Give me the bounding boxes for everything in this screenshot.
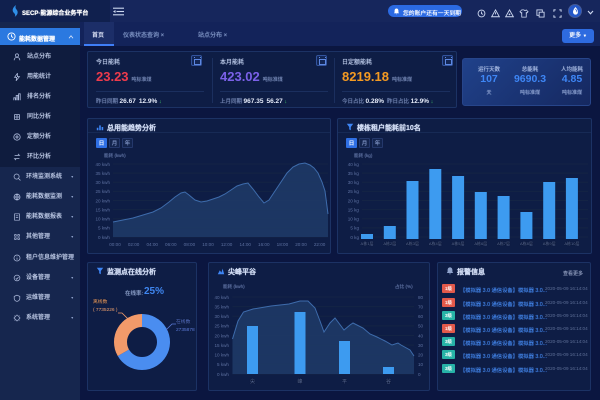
svg-text:10 kg: 10 kg	[348, 217, 360, 222]
svg-text:A栋8层: A栋8层	[520, 240, 533, 246]
svg-text:10:00: 10:00	[202, 242, 214, 247]
svg-text:70: 70	[418, 304, 424, 309]
svg-text:A栋1层: A栋1层	[361, 240, 374, 246]
svg-text:25 kg: 25 kg	[348, 189, 360, 194]
svg-text:离线数: 离线数	[93, 298, 108, 305]
svg-text:22:00: 22:00	[314, 242, 326, 247]
svg-text:( 7735226 ): ( 7735226 )	[93, 307, 118, 313]
svg-text:A栋6层: A栋6层	[474, 240, 487, 246]
svg-text:A栋7层: A栋7层	[497, 240, 510, 246]
svg-text:15 kg: 15 kg	[348, 207, 360, 212]
svg-text:0: 0	[418, 372, 421, 377]
svg-text:12:00: 12:00	[221, 242, 233, 247]
svg-text:40 kwh: 40 kwh	[95, 162, 110, 167]
svg-text:80: 80	[418, 295, 424, 300]
svg-text:峰: 峰	[297, 378, 302, 385]
svg-text:尖: 尖	[250, 378, 255, 385]
svg-text:15 kwh: 15 kwh	[214, 343, 229, 348]
svg-text:A栋9层: A栋9层	[543, 240, 556, 246]
svg-text:5 kwh: 5 kwh	[98, 226, 110, 231]
svg-text:35 kwh: 35 kwh	[214, 304, 229, 309]
svg-text:A栋4层: A栋4层	[429, 240, 442, 246]
svg-text:20:00: 20:00	[295, 242, 307, 247]
svg-text:30 kwh: 30 kwh	[214, 314, 229, 319]
svg-text:00:00: 00:00	[109, 242, 121, 247]
svg-text:25 kwh: 25 kwh	[214, 324, 229, 329]
svg-text:06:00: 06:00	[165, 242, 177, 247]
svg-text:40: 40	[418, 333, 424, 338]
svg-text:2735878: 2735878	[176, 327, 195, 333]
svg-text:10: 10	[418, 362, 424, 367]
svg-text:5 kwh: 5 kwh	[217, 362, 229, 367]
svg-text:18:00: 18:00	[277, 242, 289, 247]
svg-text:02:00: 02:00	[128, 242, 140, 247]
svg-text:A栋3层: A栋3层	[406, 240, 419, 246]
svg-text:10 kwh: 10 kwh	[95, 217, 110, 222]
svg-text:0 kg: 0 kg	[350, 235, 359, 240]
svg-text:谷: 谷	[386, 378, 391, 385]
svg-text:60: 60	[418, 314, 424, 319]
svg-text:20 kwh: 20 kwh	[214, 333, 229, 338]
svg-text:20: 20	[418, 353, 424, 358]
svg-text:平: 平	[342, 379, 347, 385]
svg-text:35 kg: 35 kg	[348, 171, 360, 176]
svg-text:20 kwh: 20 kwh	[95, 198, 110, 203]
svg-text:30: 30	[418, 343, 424, 348]
svg-text:04:00: 04:00	[146, 242, 158, 247]
svg-text:40 kwh: 40 kwh	[214, 295, 229, 300]
svg-text:35 kwh: 35 kwh	[95, 171, 110, 176]
svg-text:50: 50	[418, 324, 424, 329]
svg-text:A栋5层: A栋5层	[452, 240, 465, 246]
svg-text:A栋10层: A栋10层	[564, 240, 579, 246]
svg-text:在线数: 在线数	[176, 318, 191, 325]
svg-text:14:00: 14:00	[239, 242, 251, 247]
svg-text:15 kwh: 15 kwh	[95, 207, 110, 212]
svg-text:30 kwh: 30 kwh	[95, 180, 110, 185]
svg-text:25 kwh: 25 kwh	[95, 189, 110, 194]
svg-text:20 kg: 20 kg	[348, 198, 360, 203]
svg-text:40 kg: 40 kg	[348, 162, 360, 167]
svg-text:0 kwh: 0 kwh	[98, 235, 110, 240]
svg-text:10 kwh: 10 kwh	[214, 353, 229, 358]
svg-text:0 kwh: 0 kwh	[217, 372, 229, 377]
svg-text:5 kg: 5 kg	[350, 226, 359, 231]
svg-text:16:00: 16:00	[258, 242, 270, 247]
svg-text:08:00: 08:00	[184, 242, 196, 247]
svg-text:30 kg: 30 kg	[348, 180, 360, 185]
svg-text:A栋2层: A栋2层	[383, 240, 396, 246]
